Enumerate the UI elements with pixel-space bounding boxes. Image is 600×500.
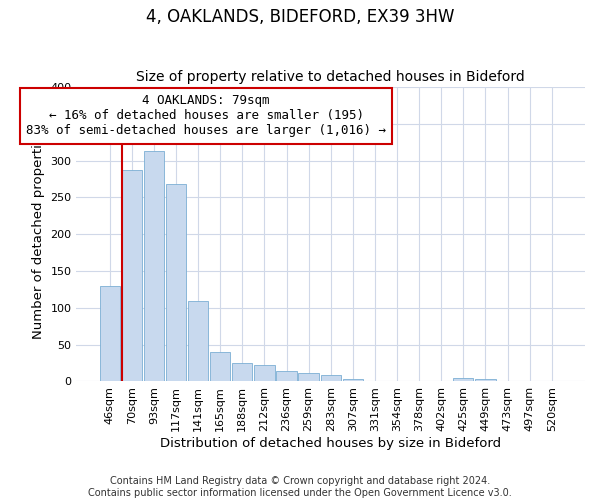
Bar bbox=[298, 374, 319, 382]
Bar bbox=[122, 170, 142, 382]
Text: 4 OAKLANDS: 79sqm
← 16% of detached houses are smaller (195)
83% of semi-detache: 4 OAKLANDS: 79sqm ← 16% of detached hous… bbox=[26, 94, 386, 138]
Text: 4, OAKLANDS, BIDEFORD, EX39 3HW: 4, OAKLANDS, BIDEFORD, EX39 3HW bbox=[146, 8, 454, 26]
Bar bbox=[188, 301, 208, 382]
Bar bbox=[453, 378, 473, 382]
Y-axis label: Number of detached properties: Number of detached properties bbox=[32, 130, 45, 340]
Bar bbox=[232, 363, 253, 382]
Bar bbox=[100, 286, 120, 382]
X-axis label: Distribution of detached houses by size in Bideford: Distribution of detached houses by size … bbox=[160, 437, 501, 450]
Bar bbox=[166, 184, 186, 382]
Bar bbox=[254, 366, 275, 382]
Bar bbox=[320, 375, 341, 382]
Bar bbox=[475, 378, 496, 382]
Title: Size of property relative to detached houses in Bideford: Size of property relative to detached ho… bbox=[136, 70, 525, 85]
Bar bbox=[144, 151, 164, 382]
Bar bbox=[210, 352, 230, 382]
Bar bbox=[277, 371, 296, 382]
Text: Contains HM Land Registry data © Crown copyright and database right 2024.
Contai: Contains HM Land Registry data © Crown c… bbox=[88, 476, 512, 498]
Bar bbox=[343, 380, 363, 382]
